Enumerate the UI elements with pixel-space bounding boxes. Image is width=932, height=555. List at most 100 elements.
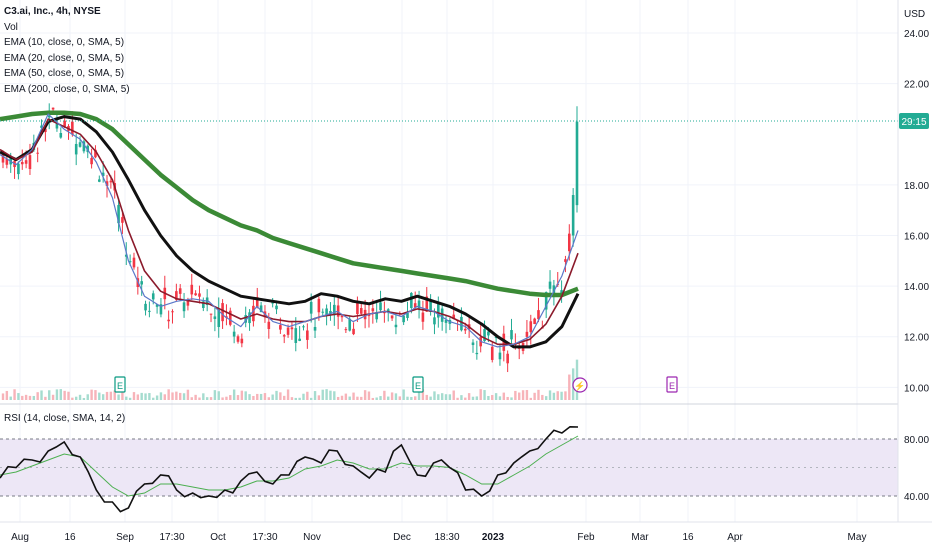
candle-body	[437, 302, 440, 318]
x-tick-label: Aug	[11, 532, 29, 543]
x-axis: Aug 16 Sep 17:30 Oct 17:30 Nov Dec 18:30 2023 Feb M…	[0, 521, 932, 543]
candle-body	[175, 291, 178, 300]
candle-body	[78, 142, 82, 147]
volume-bar	[568, 374, 571, 400]
candle-body	[359, 308, 363, 314]
x-tick-label: Apr	[727, 532, 743, 543]
candle-body	[5, 158, 9, 165]
candle-body	[479, 337, 482, 347]
volume-bar	[159, 392, 163, 400]
volume-bar	[190, 397, 193, 400]
candle-body	[209, 313, 213, 315]
candle-body	[9, 155, 13, 165]
candle-body	[413, 303, 417, 308]
candle-body	[17, 163, 20, 175]
volume-bar	[548, 390, 552, 400]
candle-body	[564, 259, 567, 262]
volume-bar	[94, 390, 97, 400]
candle-body	[71, 121, 74, 135]
volume-bar	[498, 396, 502, 400]
candle-body	[487, 331, 490, 336]
volume-bar	[194, 394, 197, 400]
volume-bar	[417, 391, 421, 400]
candle-body	[410, 292, 413, 308]
volume-bar	[186, 389, 190, 400]
ema50-line	[0, 115, 580, 349]
currency-label: USD	[904, 9, 926, 20]
volume-bar	[13, 389, 16, 400]
legend-vol[interactable]: Vol	[4, 21, 18, 33]
x-tick-label: Feb	[577, 532, 595, 543]
candle-body	[275, 305, 278, 310]
candle-body	[240, 338, 244, 344]
volume-bar	[379, 396, 382, 400]
volume-bar	[263, 393, 267, 400]
volume-bar	[556, 391, 559, 400]
candle-body	[124, 254, 128, 257]
rsi-tick-label: 80.00	[904, 435, 929, 446]
candle-body	[282, 335, 286, 337]
volume-bar	[78, 394, 82, 400]
volume-bar	[475, 396, 479, 400]
volume-bar	[356, 396, 359, 400]
volume-bar	[464, 397, 467, 400]
candle-body	[109, 180, 113, 183]
candle-body	[394, 324, 398, 328]
candle-body	[321, 311, 325, 313]
x-tick-label: Dec	[393, 532, 411, 543]
volume-bar	[425, 394, 428, 400]
candle-body	[309, 301, 313, 314]
candle-body	[433, 317, 436, 325]
candle-body	[182, 302, 186, 312]
candle-body	[63, 120, 66, 127]
x-tick-label: 18:30	[434, 532, 459, 543]
volume-bar	[537, 389, 540, 400]
candle-body	[259, 305, 263, 313]
candle-body	[82, 141, 86, 152]
candle-body	[429, 301, 432, 312]
candle-body	[20, 162, 24, 165]
candle-body	[306, 330, 309, 340]
legend-ema50[interactable]: EMA (50, close, 0, SMA, 5)	[4, 68, 125, 79]
volume-bar	[533, 392, 536, 400]
volume-bar	[340, 395, 344, 400]
candle-body	[375, 312, 378, 320]
legend-ema20[interactable]: EMA (20, close, 0, SMA, 5)	[4, 52, 125, 64]
volume-bar	[440, 393, 444, 400]
candle-body	[236, 336, 240, 342]
x-tick-label: 2023	[482, 532, 505, 543]
split-icon	[572, 377, 588, 393]
volume-bar	[182, 393, 186, 400]
candle-body	[506, 353, 509, 364]
legend: C3.ai, Inc., 4h, NYSE Vol EMA (10, close…	[4, 4, 130, 97]
candle-body	[386, 309, 390, 313]
candle-body	[51, 107, 55, 110]
candle-body	[529, 321, 533, 333]
volume-bar	[360, 396, 363, 400]
candle-body	[248, 312, 251, 324]
volume-bar	[421, 389, 425, 400]
candle-body	[198, 293, 201, 297]
volume-bar	[128, 397, 132, 400]
legend-ema200[interactable]: EMA (200, close, 0, SMA, 5)	[4, 83, 130, 95]
candle-body	[55, 122, 59, 129]
volume-bar	[544, 396, 548, 400]
volume-bar	[21, 395, 24, 400]
candle-body	[421, 312, 425, 322]
volume-bar	[105, 391, 109, 400]
volume-bar	[202, 393, 205, 400]
rsi-legend[interactable]: RSI (14, close, SMA, 14, 2)	[4, 413, 126, 424]
volume-bar	[387, 396, 390, 400]
volume-bar	[136, 394, 140, 400]
volume-bar	[344, 393, 348, 400]
volume-bar	[171, 392, 174, 400]
volume-bar	[306, 391, 309, 400]
volume-bar	[309, 397, 313, 400]
volume-bar	[491, 395, 494, 400]
legend-ema10[interactable]: EMA (10, close, 0, SMA, 5)	[4, 37, 125, 48]
volume-bar	[267, 397, 271, 400]
y-axis: 10.00 12.00 14.00 16.00 18.00 22.00 24.00 40.00…	[897, 0, 929, 522]
candle-body	[28, 155, 32, 170]
